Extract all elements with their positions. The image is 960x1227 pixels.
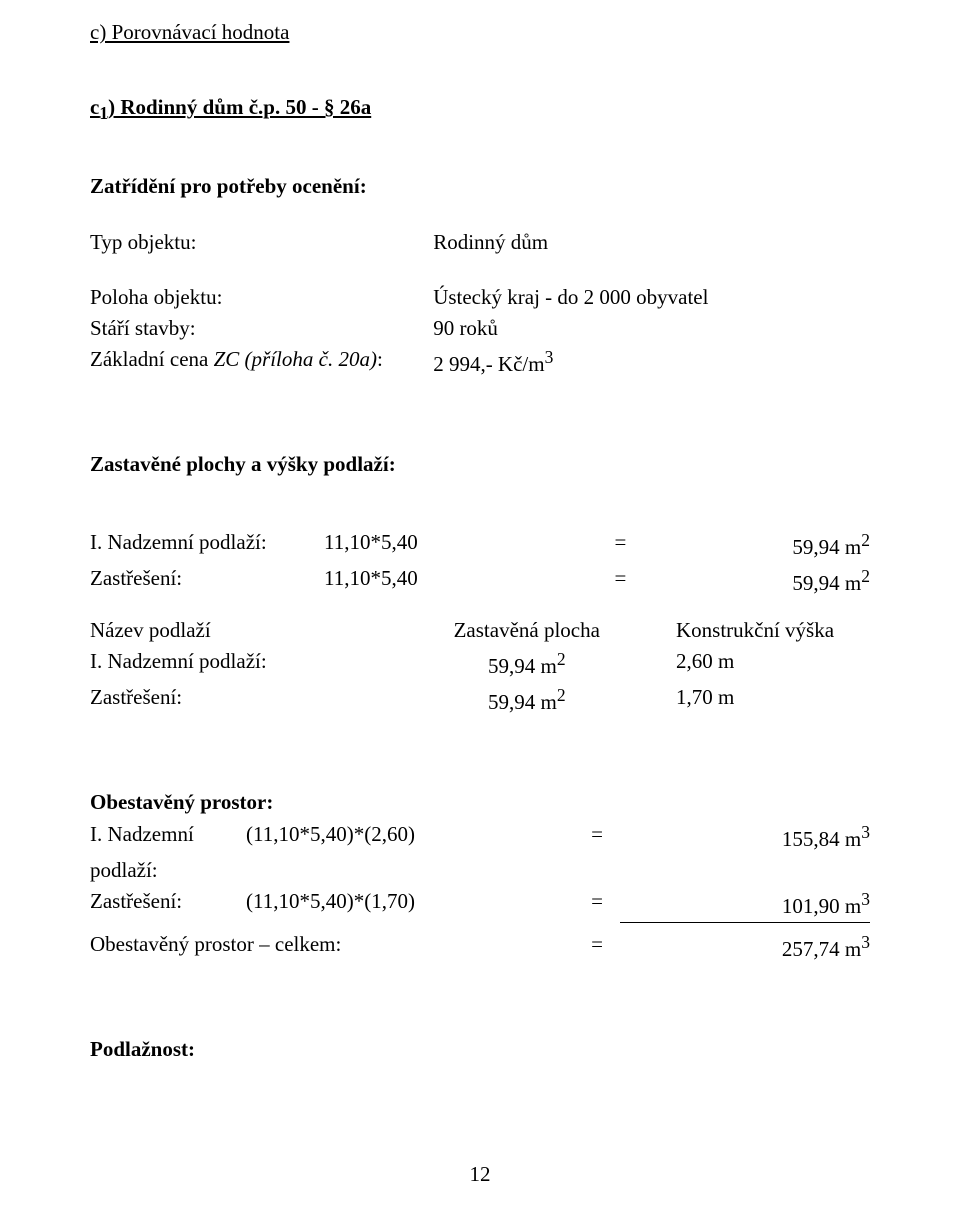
ob-expr: (11,10*5,40)*(2,60): [246, 819, 574, 855]
nk-h1: Název podlaží: [90, 615, 418, 646]
page-number: 12: [90, 1162, 870, 1187]
equals-sign: [574, 855, 621, 886]
podlaznost-title: Podlažnost:: [90, 1037, 870, 1062]
kv-value: Rodinný dům: [433, 227, 870, 258]
heading-c1: c1) Rodinný dům č.p. 50 - § 26a: [90, 95, 870, 124]
ob-val: 101,90 m3: [620, 886, 870, 923]
zast-val: 59,94 m2: [636, 527, 870, 563]
ob-name: Zastřešení:: [90, 886, 246, 923]
zc-value-num: 2 994,- Kč/m: [433, 352, 544, 376]
ob-val: 155,84 m3: [620, 819, 870, 855]
zast-name: Zastřešení:: [90, 563, 324, 599]
table-row: Typ objektu: Rodinný dům: [90, 227, 870, 258]
nk-name: I. Nadzemní podlaží:: [90, 646, 418, 682]
ob-val-num: 155,84 m: [782, 827, 861, 851]
equals-sign: =: [574, 886, 621, 923]
ob-val-exp: 3: [861, 822, 870, 842]
nk-height: 1,70 m: [636, 682, 870, 718]
kv-value: 90 roků: [433, 313, 870, 344]
zast-val-num: 59,94 m: [792, 535, 861, 559]
ob-total-exp: 3: [861, 932, 870, 952]
kv-label: Základní cena ZC (příloha č. 20a):: [90, 344, 433, 380]
table-row: Zastřešení: 59,94 m2 1,70 m: [90, 682, 870, 718]
ob-name: I. Nadzemní: [90, 819, 246, 855]
ob-expr: (11,10*5,40)*(1,70): [246, 886, 574, 923]
ob-table: I. Nadzemní (11,10*5,40)*(2,60) = 155,84…: [90, 819, 870, 965]
zc-label-suffix: :: [377, 347, 383, 371]
table-row: Poloha objektu: Ústecký kraj - do 2 000 …: [90, 282, 870, 313]
nk-h3: Konstrukční výška: [636, 615, 870, 646]
table-row: I. Nadzemní podlaží: 11,10*5,40 = 59,94 …: [90, 527, 870, 563]
spacer: [90, 258, 870, 282]
heading-c1-rest: ) Rodinný dům č.p. 50 - § 26a: [108, 95, 371, 119]
ob-val-num: 101,90 m: [782, 894, 861, 918]
nk-height: 2,60 m: [636, 646, 870, 682]
table-header-row: Název podlaží Zastavěná plocha Konstrukč…: [90, 615, 870, 646]
heading-c1-sub: 1: [99, 103, 108, 123]
nk-area-exp: 2: [557, 649, 566, 669]
nk-area-num: 59,94 m: [488, 690, 557, 714]
nk-area-num: 59,94 m: [488, 654, 557, 678]
equals-sign: =: [574, 819, 621, 855]
table-row: Obestavěný prostor – celkem: = 257,74 m3: [90, 929, 870, 965]
table-row: Zastřešení: 11,10*5,40 = 59,94 m2: [90, 563, 870, 599]
table-row: podlaží:: [90, 855, 870, 886]
zatrideni-title: Zatřídění pro potřeby ocenění:: [90, 174, 870, 199]
equals-sign: =: [605, 527, 636, 563]
table-row: I. Nadzemní podlaží: 59,94 m2 2,60 m: [90, 646, 870, 682]
heading-c: c) Porovnávací hodnota: [90, 20, 870, 45]
zast-expr: 11,10*5,40: [324, 527, 605, 563]
nk-table: Název podlaží Zastavěná plocha Konstrukč…: [90, 615, 870, 718]
ob-total-val: 257,74 m3: [620, 929, 870, 965]
zast-expr: 11,10*5,40: [324, 563, 605, 599]
ob-val: [620, 855, 870, 886]
table-row: Základní cena ZC (příloha č. 20a): 2 994…: [90, 344, 870, 380]
zc-label-italic: ZC (příloha č. 20a): [208, 347, 377, 371]
kv-label: Stáří stavby:: [90, 313, 433, 344]
zast-val-exp: 2: [861, 530, 870, 550]
nk-name: Zastřešení:: [90, 682, 418, 718]
kv-value: 2 994,- Kč/m3: [433, 344, 870, 380]
ob-total-num: 257,74 m: [782, 937, 861, 961]
table-row: Zastřešení: (11,10*5,40)*(1,70) = 101,90…: [90, 886, 870, 923]
zast-val: 59,94 m2: [636, 563, 870, 599]
kv-table: Typ objektu: Rodinný dům Poloha objektu:…: [90, 227, 870, 380]
ob-val-exp: 3: [861, 889, 870, 909]
zast-table: I. Nadzemní podlaží: 11,10*5,40 = 59,94 …: [90, 527, 870, 599]
ob-expr: [246, 855, 574, 886]
zast-val-num: 59,94 m: [792, 571, 861, 595]
equals-sign: =: [605, 563, 636, 599]
zast-name: I. Nadzemní podlaží:: [90, 527, 324, 563]
kv-label: Poloha objektu:: [90, 282, 433, 313]
zast-val-exp: 2: [861, 566, 870, 586]
ob-title: Obestavěný prostor:: [90, 790, 870, 815]
zc-label-prefix: Základní cena: [90, 347, 208, 371]
ob-total-label: Obestavěný prostor – celkem:: [90, 929, 574, 965]
nk-area: 59,94 m2: [418, 646, 636, 682]
ob-name: podlaží:: [90, 855, 246, 886]
zast-title: Zastavěné plochy a výšky podlaží:: [90, 452, 870, 477]
kv-label: Typ objektu:: [90, 227, 433, 258]
nk-area-exp: 2: [557, 685, 566, 705]
heading-c1-prefix: c: [90, 95, 99, 119]
nk-h2: Zastavěná plocha: [418, 615, 636, 646]
table-row: Stáří stavby: 90 roků: [90, 313, 870, 344]
nk-area: 59,94 m2: [418, 682, 636, 718]
kv-value: Ústecký kraj - do 2 000 obyvatel: [433, 282, 870, 313]
table-row: I. Nadzemní (11,10*5,40)*(2,60) = 155,84…: [90, 819, 870, 855]
equals-sign: =: [574, 929, 621, 965]
zc-value-exp: 3: [545, 347, 554, 367]
